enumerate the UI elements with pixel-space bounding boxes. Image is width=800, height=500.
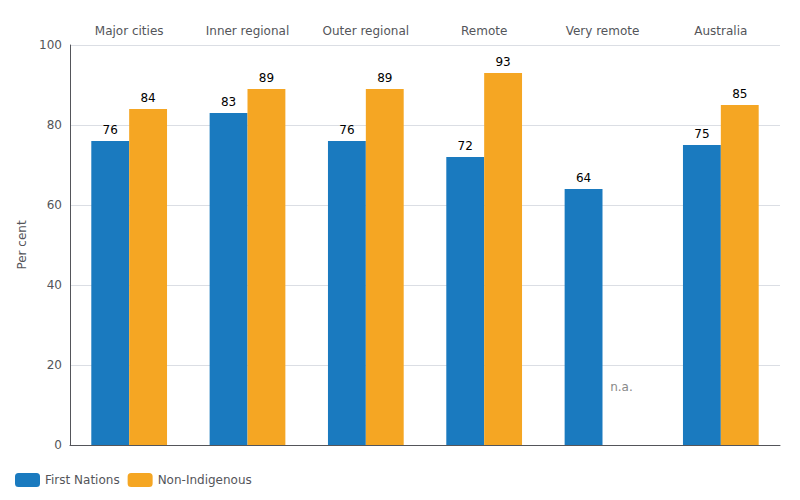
- svg-text:Very remote: Very remote: [566, 24, 640, 38]
- svg-text:93: 93: [495, 55, 510, 69]
- svg-text:First Nations: First Nations: [45, 473, 120, 487]
- svg-text:Per cent: Per cent: [15, 220, 29, 270]
- svg-text:Non-Indigenous: Non-Indigenous: [158, 473, 252, 487]
- svg-text:n.a.: n.a.: [610, 380, 633, 394]
- svg-text:80: 80: [47, 118, 62, 132]
- svg-text:89: 89: [377, 71, 392, 85]
- svg-text:76: 76: [103, 123, 118, 137]
- svg-text:75: 75: [694, 127, 709, 141]
- svg-text:Major cities: Major cities: [95, 24, 164, 38]
- svg-text:Australia: Australia: [694, 24, 747, 38]
- svg-text:89: 89: [259, 71, 274, 85]
- svg-text:84: 84: [140, 91, 155, 105]
- svg-text:64: 64: [576, 171, 591, 185]
- svg-text:72: 72: [458, 139, 473, 153]
- svg-text:100: 100: [39, 38, 62, 52]
- svg-text:Outer regional: Outer regional: [323, 24, 410, 38]
- svg-text:40: 40: [47, 278, 62, 292]
- svg-text:85: 85: [732, 87, 747, 101]
- svg-text:60: 60: [47, 198, 62, 212]
- svg-text:83: 83: [221, 95, 236, 109]
- svg-text:Inner regional: Inner regional: [206, 24, 290, 38]
- svg-text:0: 0: [54, 438, 62, 452]
- svg-text:76: 76: [339, 123, 354, 137]
- svg-text:Remote: Remote: [461, 24, 507, 38]
- svg-text:20: 20: [47, 358, 62, 372]
